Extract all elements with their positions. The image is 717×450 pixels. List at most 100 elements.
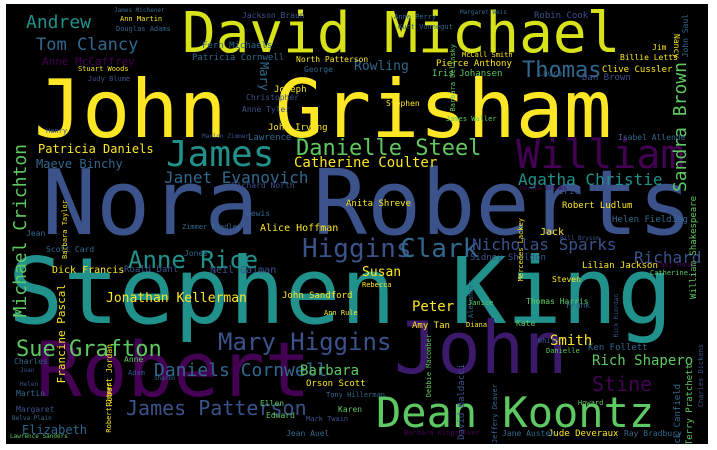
word-william: William [516,132,685,178]
word-jackson-braun: Jackson Braun [242,11,305,20]
word-stephen: Stephen [386,99,420,108]
word-sue-grafton: Sue Grafton [16,337,162,362]
word-stine: Stine [592,372,653,396]
word-susan: Susan [362,265,402,280]
word-janet-evanovich: Janet Evanovich [164,168,309,187]
word-mark-twain: Mark Twain [306,415,349,423]
word-stephen-king: Stephen King [8,238,673,345]
word-nelson-demille: Sharon [154,375,176,382]
word-margaret-weis: Margaret Weis [460,9,507,16]
word-richard: Richard [634,248,702,267]
word-pierce-anthony: Pierce Anthony [436,59,512,69]
word-dick-francis: Dick Francis [52,265,125,276]
word-patricia-cornwell: Patricia Cornwell [192,53,285,63]
word-rebecca: Rebecca [362,281,392,289]
word-robert: Robert [36,325,311,414]
word-tony-hillerman: Tony Hillerman [326,391,386,399]
word-orson-scott: Orson Scott [306,379,366,389]
word-joseph: Joseph [274,85,307,95]
word-thomas-harris: Thomas Harris [526,297,589,306]
word-roald-dahl: Roald Dahl [124,265,179,275]
word-elizabeth: Elizabeth [22,423,88,437]
word-jude-deveraux: Jude Deveraux [548,429,619,439]
word-alice-hoffman: Alice Hoffman [260,223,339,234]
word-william-shakespeare: William Shakespeare [689,196,699,299]
word-kate: Kate [516,319,536,328]
word-anne-tyler: Anne Tyler [242,105,291,114]
word-eric: Eric [558,187,580,197]
word-steven: Steven [552,275,581,284]
word-richard-north: Richard North [232,181,295,190]
word-danielle: Danielle [546,347,580,355]
word-john-irving: John Irving [268,123,328,133]
word-john-grisham: John Grisham [34,63,612,156]
word-amy-tan: Amy Tan [412,321,450,331]
word-barbara-delinsky: Barbara Delinsky [449,44,457,112]
word-stuart-woods: Stuart Woods [78,65,129,73]
word-belva-plain: Belva Plain [12,415,52,422]
word-terry-pratchett: Terry Pratchett [685,364,695,444]
word-marion-zimmer: Marion Zimmer [202,133,249,140]
word-andrew: Andrew [26,12,92,33]
word-robin-cook: Robin Cook [534,11,589,21]
word-lawrence-sanders: Lawrence Sanders [10,433,68,440]
word-christopher: Christopher [246,93,299,102]
word-james: James [166,134,275,175]
word-bill-bryson: Bill Bryson [560,235,600,242]
word-howard: Howard [578,399,604,407]
word-judy-blume: Judy Blume [88,75,131,83]
word-zimmer-bradley: Zimmer Bradley [182,223,242,231]
word-ann-martin: Ann Martin [120,15,163,23]
word-isabel-allende: Isabel Allende [618,133,686,142]
word-nancy: Nancy [672,34,681,59]
word-sandra-brown: Sandra Brown [670,62,691,193]
word-barbara-kingsolver: Barbara Kingsolver [404,429,480,437]
word-maeve-binchy: Maeve Binchy [36,157,123,171]
word-danielle-steel: Danielle Steel [296,136,482,161]
word-nora-roberts: Nora Roberts [42,151,693,256]
word-fern-michaels: Fern Michaels [202,41,273,51]
word-daniels-cornwell: Daniels Cornwell [154,360,328,381]
word-clive-cussler: Clive Cussler [602,65,673,75]
word-tami-hoag: Tami Hoag [656,261,694,269]
word-catherine: Catherine [650,269,688,277]
word-white: White [538,337,560,345]
word-frank: Frank [566,301,591,310]
word-martin: Martin [16,389,45,398]
word-iris-johansen: Iris Johansen [432,69,503,79]
word-nicholas-sparks: Nicholas Sparks [472,235,617,254]
word-anita-shreve: Anita Shreve [346,199,412,209]
word-george: George [304,65,333,74]
word-laura: Laura [538,69,563,78]
word-scott-card: Scott Card [46,245,95,254]
word-thomas: Thomas [522,58,602,83]
word-francine-pascal: Francine Pascal [55,284,68,384]
word-david-michael: David Michael [182,4,621,66]
word-henry: Henry [46,127,68,135]
word-rick-riordan: Rick Riordan [613,294,620,338]
word-barbara: Barbara [300,363,360,379]
word-joan: Joan [20,367,35,374]
word-north-patterson: North Patterson [296,55,369,64]
word-barbara-taylor: Barbara Taylor [61,200,69,260]
word-jonathan-kellerman: Jonathan Kellerman [106,291,247,306]
word-charles: Charles [14,357,48,366]
word-anne-rice: Anne Rice [128,246,259,274]
word-douglas-adams: Douglas Adams [116,25,171,33]
word-jones: Jones [184,249,209,258]
word-dean-koontz: Dean Koontz [376,388,655,437]
word-ken-follett: Ken Follett [588,343,648,353]
word-rich-shapero: Rich Shapero [592,353,694,369]
word-lawrence: Lawrence [248,133,292,143]
word-mary-higgins: Mary Higgins [218,328,392,356]
word-clark: Clark [400,234,479,264]
word-jean-auel: Jean Auel [286,429,330,438]
word-margaret: Margaret [16,405,55,414]
word-peter: Peter [412,299,455,315]
word-ellen: Ellen [260,399,285,408]
word-catherine-coulter: Catherine Coulter [294,155,438,171]
word-smith: Smith [550,333,593,349]
word-jim: Jim [652,43,667,52]
word-mary: Mary [257,62,271,91]
word-ann-rule: Ann Rule [324,309,358,317]
